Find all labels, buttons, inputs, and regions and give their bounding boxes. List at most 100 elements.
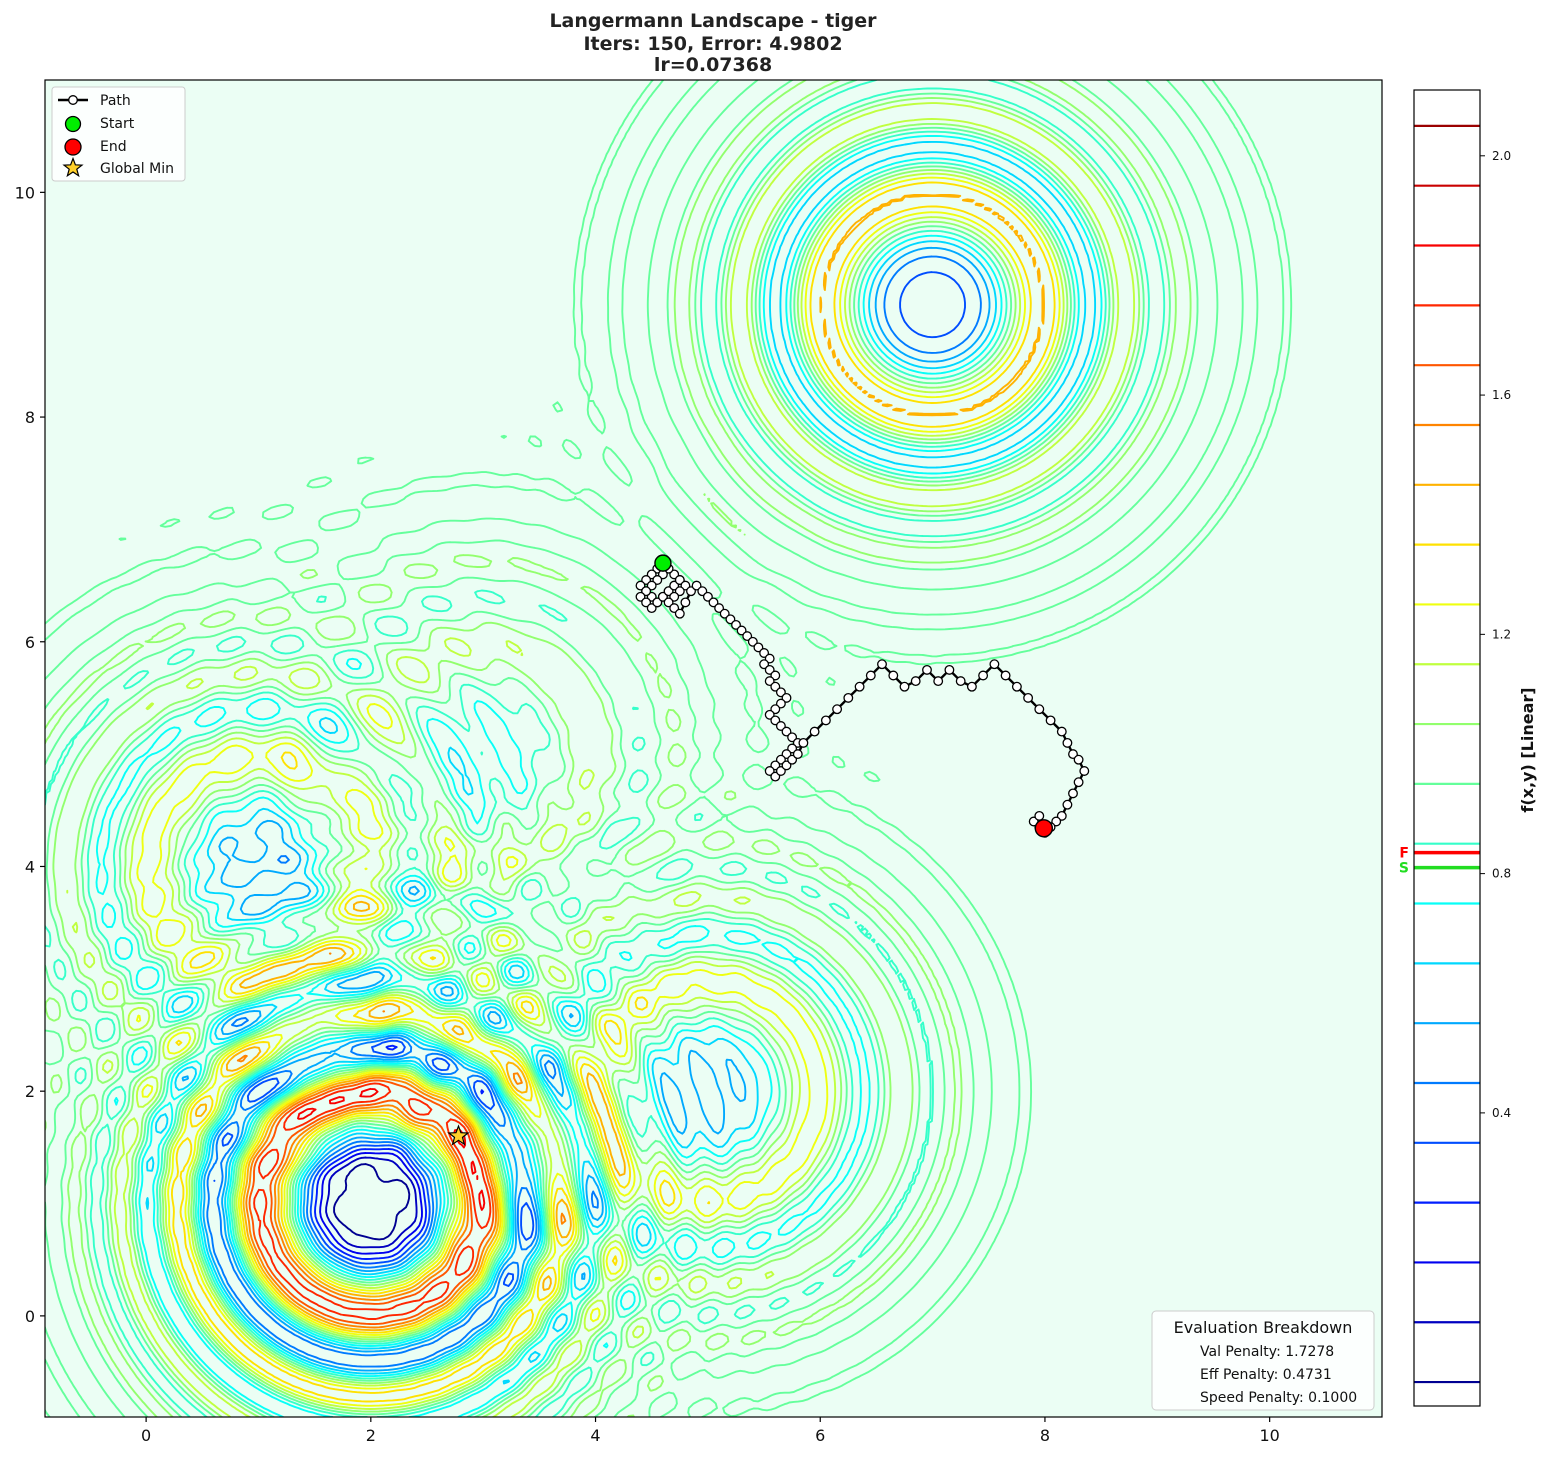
end-marker	[1034, 819, 1054, 838]
path-point	[708, 597, 719, 608]
path-point	[1034, 704, 1045, 715]
colorbar-marker-label: F	[1399, 846, 1409, 862]
path-point	[742, 631, 753, 642]
legend-path-marker	[68, 95, 78, 105]
path-point	[1079, 766, 1090, 776]
contour-level-10	[45, 80, 1293, 1417]
path-point	[933, 676, 944, 687]
point-markers	[447, 554, 1054, 1146]
colorbar-label: f(x,y) [Linear]	[1518, 687, 1537, 812]
colorbar-background	[1414, 90, 1480, 1406]
legend-start-marker	[64, 115, 82, 133]
contour-level-8	[95, 135, 1103, 1417]
path-point	[1056, 726, 1067, 737]
legend-path-label: Path	[100, 93, 131, 109]
legend-global-min-label: Global Min	[100, 161, 174, 177]
plot-area: 0 2 4 6 8 10 0 2 4 6 8 10	[15, 79, 1383, 1445]
path-point	[978, 670, 989, 681]
contour-level-11	[45, 80, 1192, 1417]
contour-level-17	[248, 1079, 495, 1326]
path-point	[641, 597, 652, 608]
colorbar-frame	[1413, 89, 1481, 1407]
path-point	[798, 737, 809, 748]
path-point	[792, 749, 803, 760]
start-marker	[654, 554, 672, 572]
path-point	[854, 681, 865, 692]
plot-background	[45, 80, 1382, 1417]
path-point	[1073, 777, 1084, 788]
contour-level-1	[325, 1156, 418, 1249]
contour-level-5	[206, 255, 982, 1368]
contour-level-4	[213, 271, 966, 1287]
title-line-3: lr=0.07368	[654, 54, 772, 76]
evaluation-speed-penalty: Speed Penalty: 0.1000	[1200, 1390, 1357, 1406]
legend: Path Start End Global Min	[51, 86, 186, 182]
path-point	[888, 670, 899, 681]
legend-item-start: Start	[64, 115, 135, 133]
x-tick-label: 6	[815, 1426, 825, 1445]
x-tick-label: 4	[590, 1426, 600, 1445]
path-point	[1011, 681, 1022, 692]
colorbar-markers: FS	[1399, 846, 1480, 877]
path-point	[809, 726, 820, 737]
path-point	[1073, 754, 1084, 765]
x-tick-label: 2	[366, 1426, 376, 1445]
path-point	[787, 732, 798, 743]
path-point	[759, 659, 770, 670]
global-min-marker	[447, 1124, 470, 1146]
legend-item-path: Path	[58, 93, 131, 109]
colorbar-levels	[1414, 124, 1480, 1384]
path-point	[989, 659, 1000, 670]
y-tick-label: 2	[25, 1082, 35, 1101]
path-point	[910, 676, 921, 687]
y-tick-label: 4	[25, 857, 35, 876]
legend-end-marker	[64, 138, 82, 156]
evaluation-eff-penalty: Eff Penalty: 0.4731	[1200, 1367, 1332, 1383]
path-point	[1023, 692, 1034, 703]
legend-star-icon	[62, 156, 84, 178]
contour-level-13	[135, 176, 1061, 1407]
colorbar-tick-label: 0.4	[1492, 1106, 1511, 1120]
contour-level-14	[170, 181, 1056, 1403]
legend-end-label: End	[100, 139, 127, 155]
legend-start-label: Start	[100, 116, 135, 132]
evaluation-background	[1151, 1310, 1375, 1411]
path-point	[865, 670, 876, 681]
path-point	[955, 676, 966, 687]
path-point	[1034, 810, 1045, 821]
x-tick-label: 8	[1040, 1426, 1050, 1445]
contour-level-0	[333, 1163, 411, 1241]
evaluation-val-penalty: Val Penalty: 1.7278	[1200, 1344, 1334, 1360]
path-point	[1045, 715, 1056, 726]
x-axis: 0 2 4 6 8 10	[141, 1417, 1280, 1445]
path-point	[944, 664, 955, 675]
contour-level-9	[45, 80, 1166, 1417]
contour-level-3	[314, 1044, 485, 1260]
path-point	[781, 726, 792, 737]
path-point	[719, 608, 730, 619]
path-point	[820, 715, 831, 726]
colorbar-ticks: 0.4 0.8 1.2 1.6 2.0	[1480, 149, 1511, 1120]
evaluation-title: Evaluation Breakdown	[1174, 1318, 1353, 1337]
x-tick-label: 0	[141, 1426, 151, 1445]
evaluation-box: Evaluation Breakdown Val Penalty: 1.7278…	[1151, 1310, 1375, 1411]
path-point	[787, 754, 798, 765]
path-point	[781, 760, 792, 771]
legend-item-end: End	[64, 138, 127, 156]
optimization-path	[635, 558, 1090, 838]
path-point	[843, 692, 854, 703]
path-point	[1068, 788, 1078, 799]
title-line-1: Langermann Landscape - tiger	[549, 10, 877, 32]
path-point	[899, 681, 910, 692]
path-point	[1062, 799, 1073, 810]
path-point	[775, 754, 786, 765]
path-point	[966, 681, 977, 692]
contour-level-18	[253, 1082, 492, 1320]
contour-level-6	[181, 246, 991, 1372]
plot-frame	[44, 79, 1383, 1418]
contour-lines	[45, 80, 1293, 1417]
contour-level-12	[66, 102, 1136, 1417]
path-point	[753, 642, 764, 653]
path-point	[657, 591, 668, 602]
